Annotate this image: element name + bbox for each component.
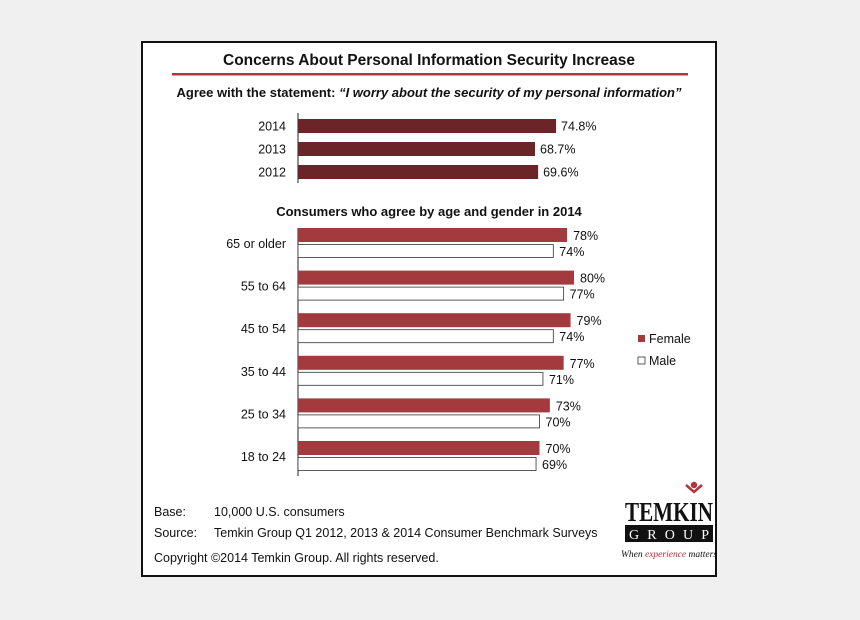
female-value-label: 77%: [570, 357, 595, 371]
female-bar: [298, 441, 540, 455]
female-value-label: 70%: [546, 442, 571, 456]
age-tick-label: 18 to 24: [241, 450, 286, 464]
male-bar: [297, 244, 554, 258]
age-gender-bar-panel: 65 or older 78% 74% 55 to 64 80% 77% 45 to 54 7…: [226, 228, 605, 476]
female-value-label: 78%: [573, 229, 598, 243]
year-tick-label: 2014: [258, 120, 286, 134]
legend-female-swatch: [638, 335, 645, 342]
subtitle-prefix: Agree with the statement:: [177, 85, 340, 100]
year-bar-panel: 2014 74.8% 2013 68.7% 2012 69.6%: [258, 113, 597, 183]
female-bar: [298, 398, 550, 413]
tagline-part-1: When: [621, 550, 645, 560]
age-tick-label: 55 to 64: [241, 280, 286, 294]
female-value-label: 73%: [556, 399, 581, 413]
copyright-text: Copyright ©2014 Temkin Group. All rights…: [154, 551, 439, 565]
male-value-label: 77%: [570, 288, 595, 302]
female-bar: [298, 228, 568, 242]
logo-word-temkin: TEMKIN: [625, 497, 713, 527]
male-bar: [297, 457, 537, 471]
tagline-part-2: experience: [645, 550, 686, 560]
chart-canvas: Concerns About Personal Information Secu…: [154, 52, 715, 565]
legend-female-label: Female: [649, 332, 691, 346]
male-bar: [297, 286, 565, 301]
legend: Female Male: [637, 332, 691, 368]
legend-male-swatch: [637, 356, 646, 365]
age-tick-label: 25 to 34: [241, 407, 286, 421]
source-value: Temkin Group Q1 2012, 2013 & 2014 Consum…: [214, 526, 598, 540]
source-label: Source:: [154, 526, 197, 540]
age-tick-label: 35 to 44: [241, 365, 286, 379]
female-bar: [298, 313, 571, 328]
chart-subtitle: Agree with the statement: “I worry about…: [177, 85, 682, 100]
logo-tagline: When experience matters: [621, 550, 715, 560]
year-bar-2013: [298, 142, 536, 156]
male-value-label: 74%: [559, 245, 584, 259]
year-value-label: 74.8%: [561, 120, 596, 134]
female-value-label: 80%: [580, 272, 605, 286]
age-tick-label: 65 or older: [226, 237, 286, 251]
year-tick-label: 2012: [258, 166, 286, 180]
male-bar: [297, 371, 544, 386]
temkin-group-logo: TEMKIN GROUP When experience matters: [621, 481, 715, 560]
year-value-label: 68.7%: [540, 143, 575, 157]
male-bar: [297, 414, 540, 429]
age-gender-title: Consumers who agree by age and gender in…: [276, 204, 582, 219]
female-bar: [298, 355, 564, 370]
year-value-label: 69.6%: [543, 166, 578, 180]
base-value: 10,000 U.S. consumers: [214, 505, 345, 519]
male-value-label: 70%: [546, 415, 571, 429]
chart-frame: Concerns About Personal Information Secu…: [141, 41, 717, 577]
chart-title: Concerns About Personal Information Secu…: [223, 52, 635, 69]
male-bar: [297, 329, 554, 344]
subtitle-quote: “I worry about the security of my person…: [339, 85, 682, 100]
male-value-label: 69%: [542, 458, 567, 472]
title-divider: [172, 73, 688, 76]
year-bar-2012: [298, 165, 539, 179]
female-bar: [298, 270, 574, 285]
male-value-label: 71%: [549, 373, 574, 387]
age-tick-label: 45 to 54: [241, 322, 286, 336]
base-label: Base:: [154, 505, 186, 519]
logo-word-group: GROUP: [629, 528, 709, 543]
tagline-part-3: matters: [686, 550, 715, 560]
logo-figure-icon: [685, 481, 703, 494]
female-value-label: 79%: [577, 314, 602, 328]
legend-male-label: Male: [649, 354, 676, 368]
year-tick-label: 2013: [258, 143, 286, 157]
year-bar-2014: [298, 119, 557, 133]
male-value-label: 74%: [559, 330, 584, 344]
